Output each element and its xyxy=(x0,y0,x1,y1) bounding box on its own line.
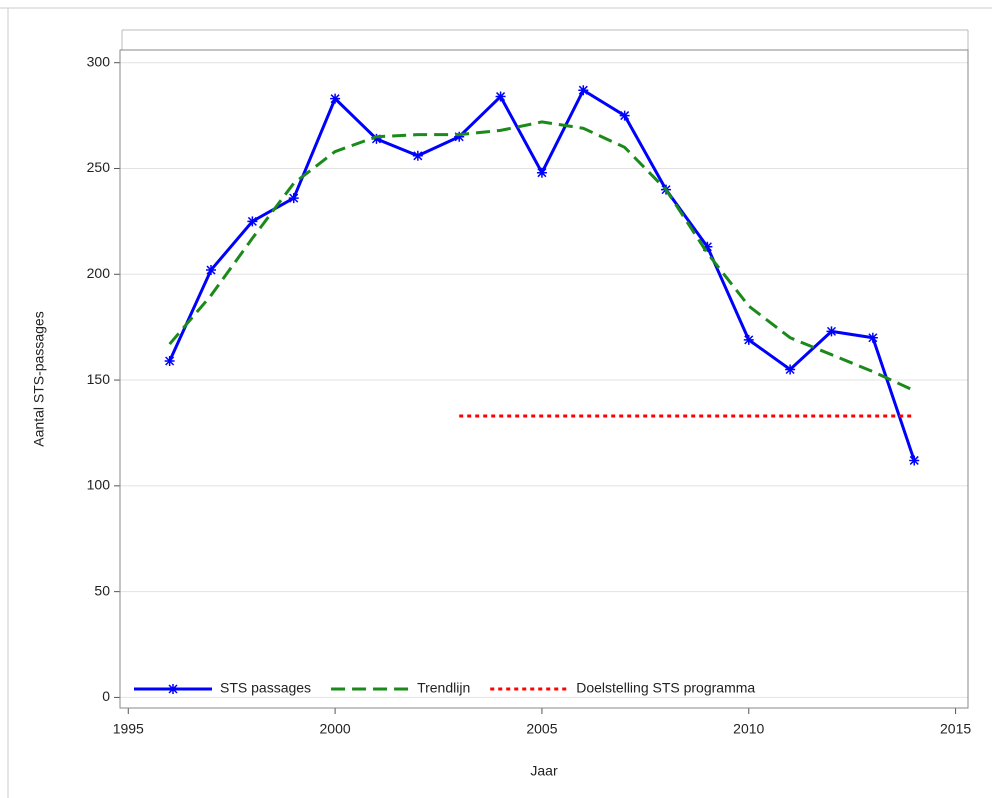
marker xyxy=(578,85,589,96)
legend-label: Trendlijn xyxy=(417,680,470,696)
marker xyxy=(619,110,630,121)
y-tick-label: 300 xyxy=(87,53,111,69)
marker xyxy=(371,133,382,144)
y-tick-label: 150 xyxy=(87,371,111,387)
y-tick-label: 200 xyxy=(87,265,111,281)
y-axis-label: Aantal STS-passages xyxy=(31,311,47,446)
marker xyxy=(495,91,506,102)
x-tick-label: 2005 xyxy=(526,721,557,737)
x-tick-label: 2015 xyxy=(940,721,971,737)
y-tick-label: 50 xyxy=(94,582,110,598)
marker xyxy=(330,93,341,104)
legend-marker xyxy=(168,684,178,694)
series-line xyxy=(168,88,916,461)
y-tick-label: 100 xyxy=(87,477,111,493)
plot-frame xyxy=(119,49,969,709)
marker xyxy=(826,326,837,337)
marker xyxy=(867,332,878,343)
y-tick-label: 0 xyxy=(102,688,110,704)
y-tick-label: 250 xyxy=(87,159,111,175)
marker xyxy=(164,356,175,367)
marker xyxy=(206,265,217,276)
marker xyxy=(909,455,920,466)
marker xyxy=(785,364,796,375)
x-tick-label: 2010 xyxy=(733,721,764,737)
marker xyxy=(743,334,754,345)
x-tick-label: 2000 xyxy=(320,721,351,737)
marker xyxy=(288,193,299,204)
marker xyxy=(454,131,465,142)
legend-label: STS passages xyxy=(220,680,311,696)
series-line xyxy=(168,120,915,392)
marker xyxy=(702,241,713,252)
marker xyxy=(536,167,547,178)
marker xyxy=(412,150,423,161)
x-tick-label: 1995 xyxy=(113,721,144,737)
x-axis-label: Jaar xyxy=(530,763,558,779)
marker xyxy=(247,216,258,227)
legend-label: Doelstelling STS programma xyxy=(576,680,755,696)
